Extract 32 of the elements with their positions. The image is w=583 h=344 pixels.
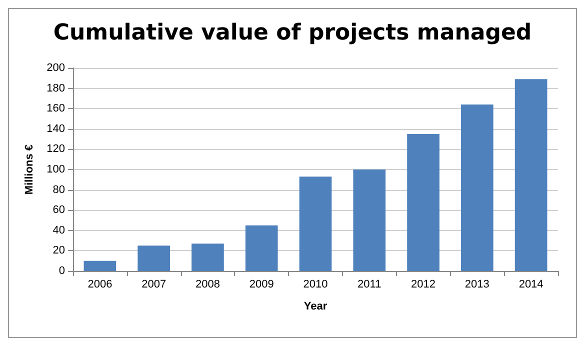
y-axis-title: Millions € bbox=[24, 144, 36, 195]
x-tick-label: 2006 bbox=[88, 278, 112, 290]
x-tick-label: 2008 bbox=[195, 278, 220, 290]
bar bbox=[461, 104, 494, 271]
x-axis-title: Year bbox=[304, 300, 328, 312]
x-tick-label: 2010 bbox=[303, 278, 328, 290]
y-tick-label: 120 bbox=[46, 143, 65, 156]
y-tick-label: 60 bbox=[52, 204, 65, 216]
chart-title: Cumulative value of projects managed bbox=[53, 20, 532, 46]
bar bbox=[84, 260, 116, 271]
bar bbox=[299, 176, 332, 271]
y-tick-label: 200 bbox=[46, 62, 65, 74]
bar bbox=[407, 134, 440, 271]
bar bbox=[192, 244, 224, 271]
x-tick-label: 2014 bbox=[518, 278, 544, 290]
x-tick-label: 2012 bbox=[411, 278, 436, 290]
bar bbox=[514, 79, 548, 271]
x-tick-label: 2011 bbox=[358, 278, 382, 290]
y-tick-label: 100 bbox=[46, 164, 65, 176]
y-tick-label: 0 bbox=[58, 265, 65, 277]
y-tick-label: 160 bbox=[46, 102, 65, 115]
x-tick-label: 2013 bbox=[464, 278, 490, 290]
y-tick-label: 180 bbox=[46, 82, 65, 94]
y-tick-label: 20 bbox=[52, 244, 65, 257]
y-tick-label: 80 bbox=[52, 184, 65, 196]
x-tick-label: 2009 bbox=[249, 278, 274, 290]
bar bbox=[353, 170, 386, 271]
x-tick-label: 2007 bbox=[142, 278, 166, 290]
y-tick-label: 40 bbox=[52, 224, 65, 236]
bar bbox=[138, 246, 170, 271]
bar bbox=[245, 225, 278, 271]
y-tick-label: 140 bbox=[46, 122, 65, 135]
